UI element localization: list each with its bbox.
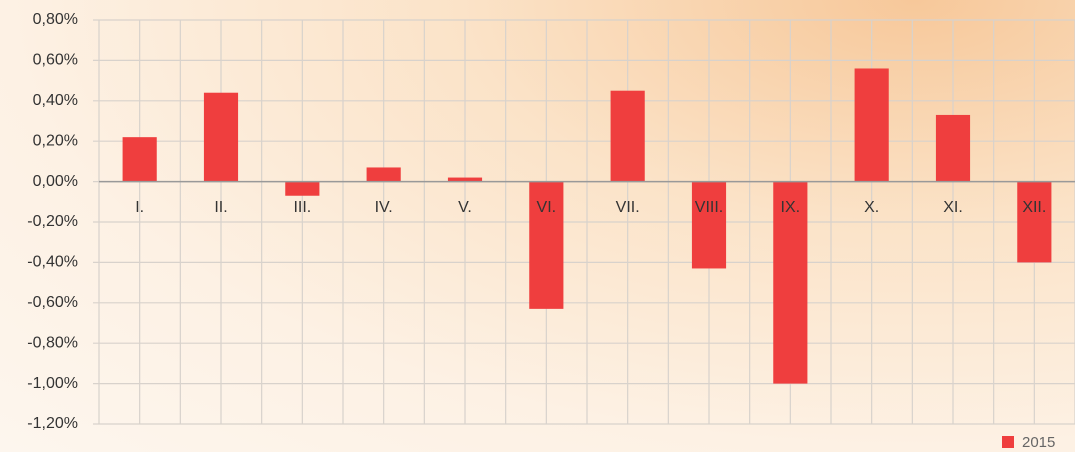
y-tick-label: -1,20% xyxy=(27,415,78,432)
y-tick-label: 0,60% xyxy=(33,52,78,69)
x-tick-label: IV. xyxy=(375,199,393,216)
bar xyxy=(447,177,483,182)
bar xyxy=(122,137,157,182)
x-tick-label: XI. xyxy=(943,199,963,216)
y-tick-label: -0,40% xyxy=(27,254,78,271)
x-tick-label: V. xyxy=(458,199,472,216)
y-tick-label: 0,40% xyxy=(33,92,78,109)
bar xyxy=(610,90,645,182)
y-tick-label: 0,80% xyxy=(33,11,78,28)
y-tick-label: 0,00% xyxy=(33,173,78,190)
bar xyxy=(773,181,808,384)
bar xyxy=(285,181,320,196)
x-tick-label: III. xyxy=(293,199,311,216)
x-tick-label: VI. xyxy=(537,199,557,216)
bar xyxy=(935,114,971,182)
legend-swatch xyxy=(1002,436,1014,448)
legend-label: 2015 xyxy=(1022,434,1055,451)
bar xyxy=(1017,181,1052,263)
bar xyxy=(366,167,401,182)
x-tick-label: IX. xyxy=(781,199,801,216)
bar xyxy=(529,181,564,309)
x-tick-label: VIII. xyxy=(695,199,723,216)
x-tick-label: VII. xyxy=(616,199,640,216)
x-tick-label: II. xyxy=(214,199,227,216)
bar xyxy=(203,92,239,182)
y-tick-label: -1,00% xyxy=(27,375,78,392)
x-tick-label: X. xyxy=(864,199,879,216)
y-tick-label: 0,20% xyxy=(33,132,78,149)
x-tick-label: I. xyxy=(135,199,144,216)
bar xyxy=(854,68,889,182)
y-tick-label: -0,60% xyxy=(27,294,78,311)
y-tick-label: -0,80% xyxy=(27,334,78,351)
y-tick-label: -0,20% xyxy=(27,213,78,230)
bar xyxy=(691,181,727,269)
x-tick-label: XII. xyxy=(1022,199,1046,216)
